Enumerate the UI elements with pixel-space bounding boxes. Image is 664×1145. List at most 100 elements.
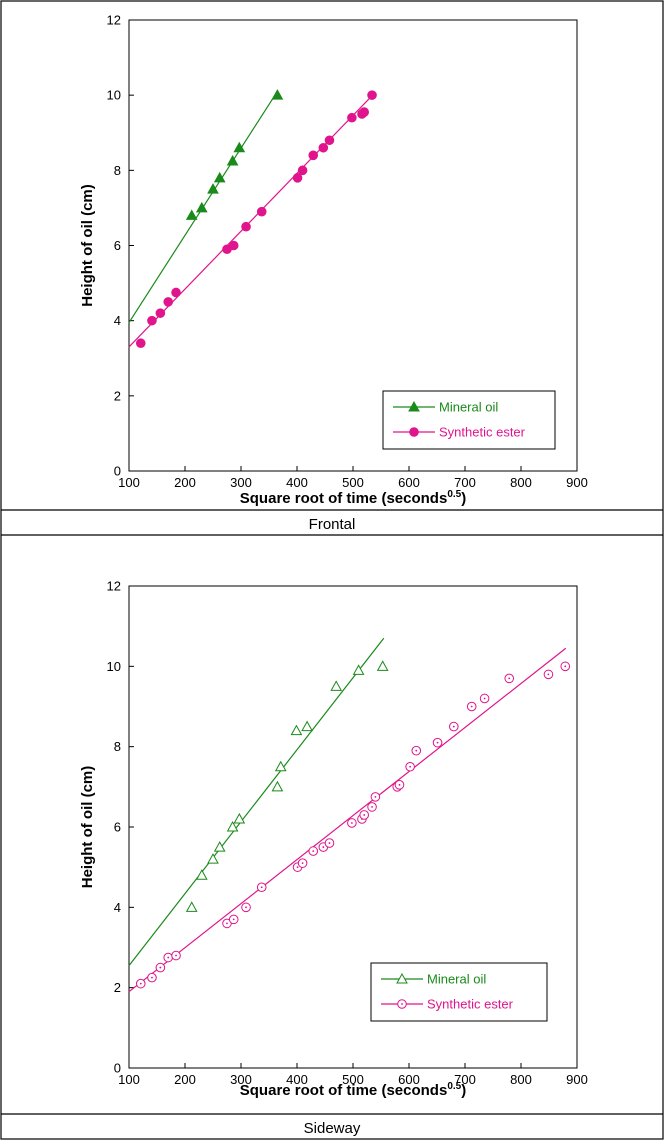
data-point-dot [374,795,377,798]
data-point [207,183,219,194]
data-point-dot [363,814,366,816]
data-point [207,853,219,864]
data-point [155,962,166,973]
data-point [479,693,490,704]
x-axis-title: Square root of time (seconds0.5) [240,1081,466,1099]
data-point-dot [245,906,247,909]
data-point [347,818,357,828]
x-tick-label: 500 [342,475,364,490]
data-point [195,201,208,213]
data-point [367,802,377,812]
legend-label: Mineral oil [427,972,486,987]
x-tick-label: 300 [230,1072,252,1087]
data-point [367,90,377,100]
data-point [274,760,287,772]
data-point [352,664,365,675]
data-point [297,165,308,176]
data-point [147,972,157,983]
legend-item: Synthetic ester [381,997,514,1012]
legend-item: Synthetic ester [393,425,526,440]
y-axis-title: Height of oil (cm) [79,184,96,307]
x-tick-label: 400 [286,1072,308,1087]
x-tick-label: 800 [510,1072,532,1087]
data-point [195,869,208,880]
data-point-dot [564,665,567,668]
x-axis-title-main: Square root of time (seconds [240,1082,448,1099]
x-tick-label: 700 [454,475,476,490]
data-point [308,846,319,856]
y-axis-title: Height of oil (cm) [79,766,96,889]
series-synthetic-ester [128,90,377,349]
x-tick-label: 900 [566,475,588,490]
data-point [394,780,405,790]
y-tick-label: 12 [107,13,121,28]
x-tick-label: 200 [174,1072,196,1087]
data-point [135,338,146,349]
data-point [213,171,226,183]
x-axis-title-suffix: ) [461,1082,466,1099]
y-tick-label: 10 [107,659,121,674]
x-axis-title: Square root of time (seconds0.5) [240,489,466,507]
data-point-dot [470,705,473,708]
trend-line [128,637,385,966]
data-point [147,315,157,326]
data-point [301,720,313,732]
y-tick-label: 8 [114,739,121,754]
data-point-dot [159,966,162,969]
data-point-dot [301,862,304,865]
data-point [233,141,246,153]
data-point [297,858,308,868]
chart-caption: Sideway [304,1120,361,1137]
data-point-dot [175,954,177,957]
x-tick-label: 900 [566,1072,588,1087]
legend-marker [397,999,407,1009]
y-tick-label: 10 [107,88,121,103]
data-point [213,841,226,852]
legend: Mineral oil Synthetic ester [382,390,556,450]
legend-label: Synthetic ester [439,425,526,440]
data-point [185,901,198,912]
data-point-dot [508,677,511,680]
data-point-dot [232,918,235,921]
data-point [256,882,267,893]
x-tick-label: 600 [398,475,420,490]
data-point-dot [350,822,353,824]
x-tick-label: 100 [118,475,140,490]
data-point-dot [260,886,263,889]
data-point [185,209,198,220]
data-point-dot [312,850,315,852]
x-tick-label: 300 [230,475,252,490]
data-point [228,914,239,925]
data-point [432,737,443,748]
legend-marker [409,427,419,437]
y-tick-label: 0 [114,1061,121,1076]
series-mineral-oil [128,89,284,323]
data-point-dot [167,956,170,959]
data-point [171,950,181,961]
x-axis-title-superscript: 0.5 [447,489,461,500]
data-point [228,240,239,251]
y-tick-label: 4 [114,313,121,328]
x-tick-label: 500 [342,1072,364,1087]
data-point [324,838,335,848]
y-tick-label: 6 [114,820,121,835]
data-point [504,673,515,684]
legend-item: Mineral oil [393,400,498,415]
data-point [163,952,173,963]
data-point [376,660,389,671]
data-point [449,721,459,732]
data-point [171,287,181,298]
data-point-dot [452,725,455,728]
chart-caption: Frontal [309,516,356,533]
y-tick-label: 12 [107,579,121,594]
data-point-dot [139,982,142,985]
data-point [241,221,251,232]
data-point [135,978,146,989]
data-point-dot [409,765,412,768]
data-point-dot [322,846,325,848]
legend-marker [408,400,420,412]
data-point [256,206,267,217]
data-point [330,680,343,691]
y-tick-label: 6 [114,238,121,253]
